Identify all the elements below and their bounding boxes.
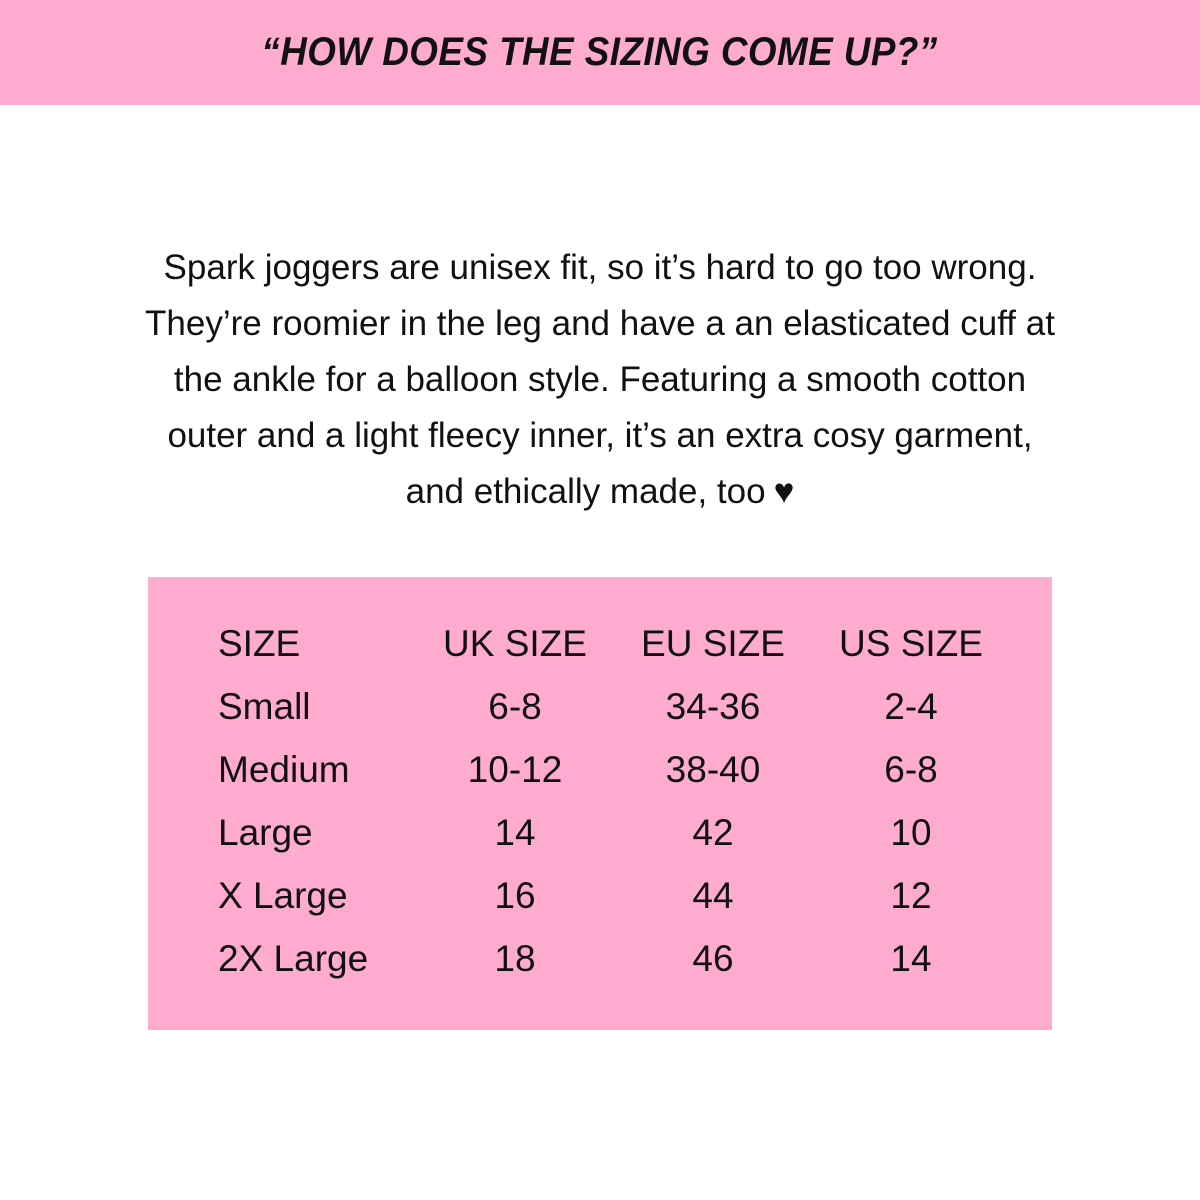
table-cell: 10-12 <box>467 749 563 790</box>
table-cell: 2-4 <box>884 686 938 727</box>
table-cell: Large <box>218 812 313 853</box>
table-cell: 12 <box>890 875 932 916</box>
table-row: Large 14 42 10 <box>148 801 1052 864</box>
table-cell: X Large <box>218 875 348 916</box>
table-cell: 14 <box>494 812 536 853</box>
table-cell: Small <box>218 686 311 727</box>
heart-icon: ♥ <box>773 472 795 511</box>
size-table: SIZE UK SIZE EU SIZE US SIZE Small 6-8 3… <box>148 577 1052 1030</box>
table-cell: Medium <box>218 749 350 790</box>
table-header-row: SIZE UK SIZE EU SIZE US SIZE <box>148 612 1052 675</box>
header-cell: UK SIZE <box>443 623 587 664</box>
table-cell: 42 <box>692 812 734 853</box>
description-line-text: and ethically made, too <box>405 472 766 511</box>
table-cell: 2X Large <box>218 938 369 979</box>
description: Spark joggers are unisex fit, so it’s ha… <box>60 240 1140 520</box>
table-cell: 6-8 <box>488 686 542 727</box>
description-line: outer and a light fleecy inner, it’s an … <box>167 416 1033 455</box>
table-cell: 18 <box>494 938 536 979</box>
header-banner: “HOW DOES THE SIZING COME UP?” <box>0 0 1200 105</box>
table-cell: 46 <box>692 938 734 979</box>
description-line: They’re roomier in the leg and have a an… <box>145 304 1055 343</box>
table-cell: 44 <box>692 875 734 916</box>
header-cell: US SIZE <box>839 623 983 664</box>
header-cell: EU SIZE <box>641 623 785 664</box>
table-row: Medium 10-12 38-40 6-8 <box>148 738 1052 801</box>
description-line: the ankle for a balloon style. Featuring… <box>173 360 1027 399</box>
header-cell: SIZE <box>218 623 301 664</box>
description-line: and ethically made, too ♥ <box>60 464 1140 520</box>
table-row: X Large 16 44 12 <box>148 864 1052 927</box>
table-cell: 6-8 <box>884 749 938 790</box>
description-line: Spark joggers are unisex fit, so it’s ha… <box>163 248 1037 287</box>
table-row: Small 6-8 34-36 2-4 <box>148 675 1052 738</box>
page-title: “HOW DOES THE SIZING COME UP?” <box>261 30 939 74</box>
table-cell: 10 <box>890 812 932 853</box>
table-cell: 34-36 <box>665 686 761 727</box>
table-cell: 16 <box>494 875 536 916</box>
table-cell: 38-40 <box>665 749 761 790</box>
table-cell: 14 <box>890 938 932 979</box>
table-row: 2X Large 18 46 14 <box>148 927 1052 990</box>
